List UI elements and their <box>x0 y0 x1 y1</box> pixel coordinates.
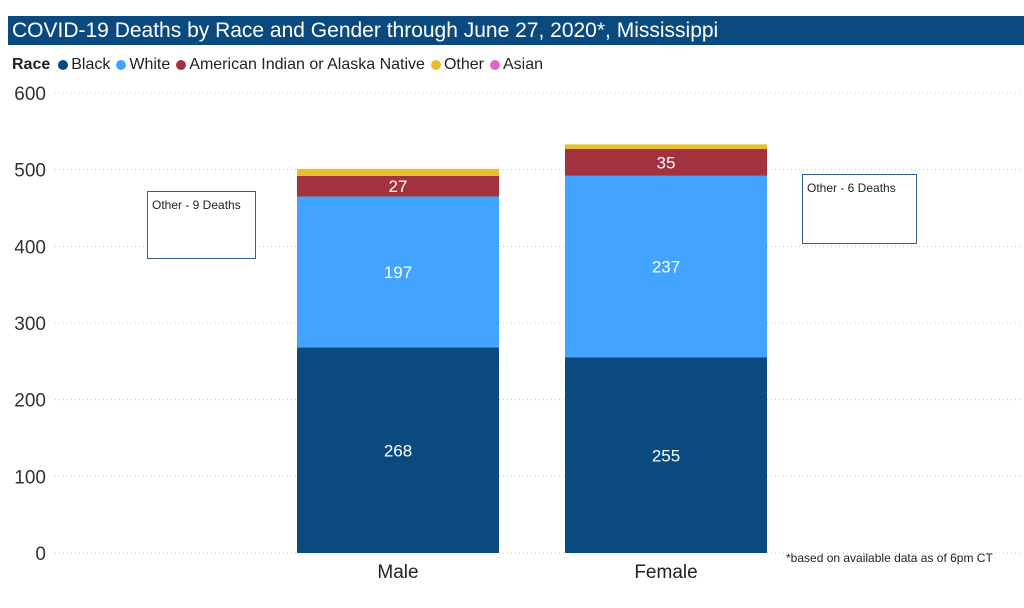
data-label-male-american-indian-or-alaska-native: 27 <box>389 177 408 196</box>
y-tick-label-100: 100 <box>14 467 46 488</box>
footnote: *based on available data as of 6pm CT <box>786 551 993 565</box>
female-other-note: Other - 6 Deaths <box>802 174 917 244</box>
y-tick-label-400: 400 <box>14 237 46 258</box>
legend-label-asian: Asian <box>502 56 543 73</box>
legend-item-white[interactable]: White <box>116 56 170 74</box>
legend: Race Black White American Indian or Alas… <box>12 54 549 76</box>
chart-title: COVID-19 Deaths by Race and Gender throu… <box>8 16 1024 45</box>
male-other-note: Other - 9 Deaths <box>147 191 256 259</box>
legend-item-american-indian[interactable]: American Indian or Alaska Native <box>176 56 425 74</box>
legend-dot-white <box>116 60 127 70</box>
legend-dot-other <box>430 60 441 70</box>
legend-dot-american-indian <box>176 60 187 70</box>
legend-label-other: Other <box>443 56 484 73</box>
y-tick-label-0: 0 <box>35 544 46 565</box>
data-label-female-white: 237 <box>652 258 680 277</box>
legend-label-american-indian: American Indian or Alaska Native <box>189 56 425 73</box>
legend-item-other[interactable]: Other <box>430 56 484 74</box>
data-label-female-black: 255 <box>652 446 680 465</box>
bar-male-black <box>297 347 499 553</box>
bar-female-american-indian-or-alaska-native <box>565 148 767 176</box>
bar-male-american-indian-or-alaska-native <box>297 175 499 197</box>
y-tick-label-600: 600 <box>14 84 46 105</box>
data-label-male-white: 197 <box>384 263 412 282</box>
bar-female-other <box>565 144 767 149</box>
data-label-female-american-indian-or-alaska-native: 35 <box>657 153 676 172</box>
legend-item-asian[interactable]: Asian <box>489 56 543 74</box>
legend-label-white: White <box>129 56 171 73</box>
y-tick-label-500: 500 <box>14 161 46 182</box>
bar-male-white <box>297 196 499 348</box>
legend-title: Race <box>12 56 51 73</box>
legend-dot-black <box>58 60 69 70</box>
x-tick-label-female: Female <box>634 562 697 583</box>
y-tick-label-300: 300 <box>14 314 46 335</box>
bar-female-white <box>565 175 767 358</box>
legend-label-black: Black <box>71 56 111 73</box>
data-label-male-black: 268 <box>384 441 412 460</box>
y-tick-label-200: 200 <box>14 391 46 412</box>
bar-female-black <box>565 357 767 553</box>
legend-item-black[interactable]: Black <box>58 56 110 74</box>
x-tick-label-male: Male <box>377 562 418 583</box>
bar-male-other <box>297 168 499 176</box>
legend-dot-asian <box>489 60 500 70</box>
